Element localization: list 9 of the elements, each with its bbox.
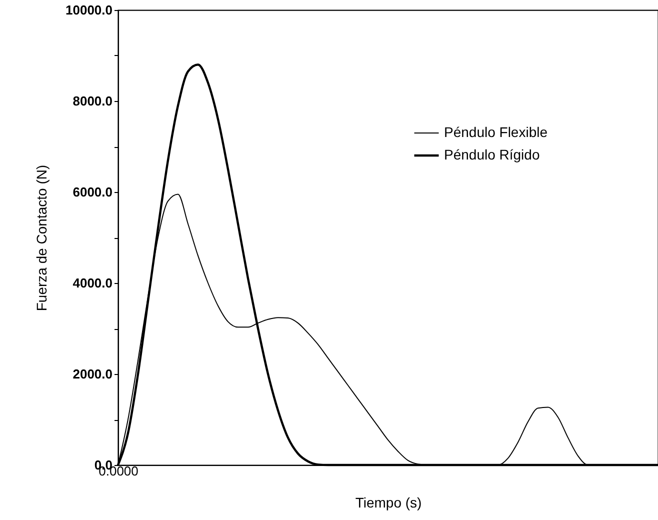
y-tick-label: 4000.0 [72,276,112,290]
x-axis-title: Tiempo (s) [355,494,422,510]
legend-label: Péndulo Flexible [444,124,548,140]
legend-label: Péndulo Rígido [444,146,540,162]
y-tick-label: 2000.0 [72,366,112,382]
y-axis-title: Fuerza de Contacto (N) [34,164,50,312]
y-tick-label: 6000.0 [72,184,112,200]
y-tick-label: 10000.0 [66,2,112,18]
y-tick-label: 8000.0 [72,94,112,108]
